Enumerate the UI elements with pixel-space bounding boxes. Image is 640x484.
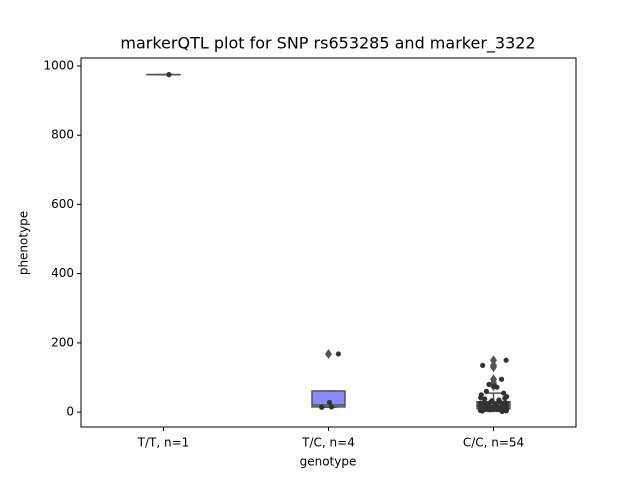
x-tick-label: C/C, n=54	[463, 436, 524, 450]
x-tick-label: T/C, n=4	[301, 436, 355, 450]
y-tick-label: 600	[51, 197, 74, 211]
x-axis-label: genotype	[300, 455, 357, 469]
x-tick-label: T/T, n=1	[137, 436, 190, 450]
point	[500, 409, 505, 414]
flier	[325, 349, 332, 359]
point	[499, 377, 504, 382]
point	[336, 351, 341, 356]
point	[484, 389, 489, 394]
point	[494, 385, 499, 390]
point	[166, 72, 171, 77]
y-tick-label: 400	[51, 266, 74, 280]
y-axis-label: phenotype	[17, 211, 31, 275]
y-tick-label: 200	[51, 335, 74, 349]
point	[319, 405, 324, 410]
point	[327, 400, 332, 405]
chart-title: markerQTL plot for SNP rs653285 and mark…	[120, 34, 535, 54]
point	[487, 407, 492, 412]
plot-frame	[81, 58, 576, 427]
point	[502, 396, 507, 401]
y-tick-label: 0	[66, 405, 74, 419]
y-tick-label: 1000	[43, 58, 74, 72]
point	[486, 382, 491, 387]
point	[480, 408, 485, 413]
point	[504, 358, 509, 363]
point	[480, 363, 485, 368]
y-tick-label: 800	[51, 128, 74, 142]
flier	[490, 362, 497, 372]
point	[329, 404, 334, 409]
